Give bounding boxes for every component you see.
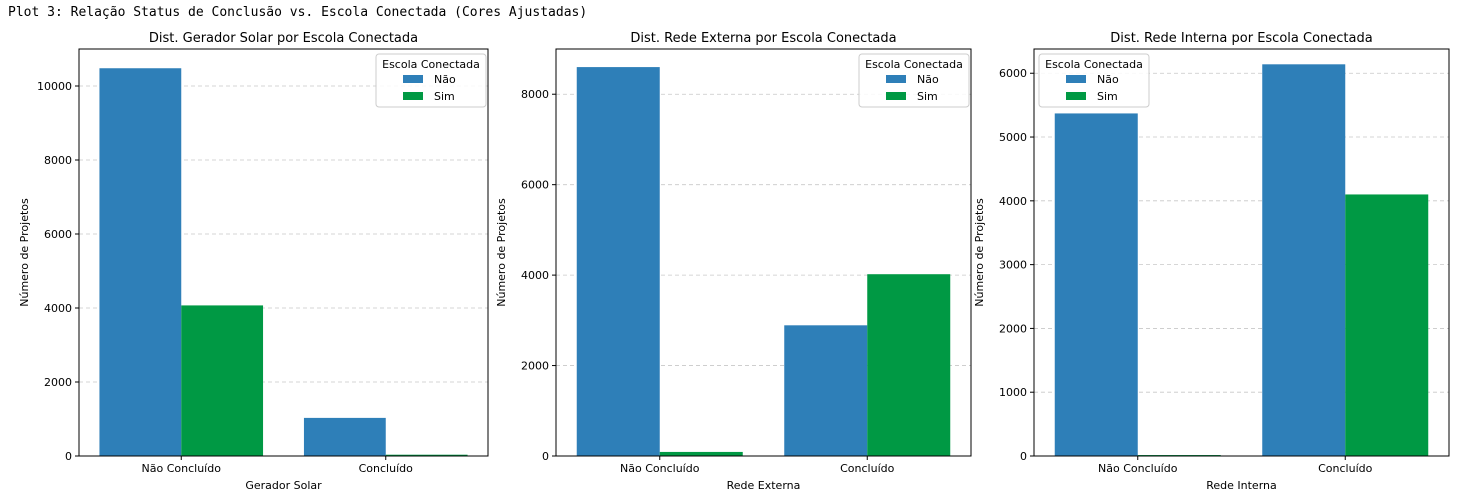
- axes-frame: [78, 48, 489, 457]
- legend-label: Sim: [917, 90, 938, 103]
- bar-no-2: [303, 417, 386, 456]
- x-tick-label: Concluído: [840, 462, 894, 475]
- x-tick-label: Concluído: [1318, 462, 1372, 475]
- y-tick-label: 2000: [44, 376, 72, 389]
- y-tick-label: 2000: [521, 360, 549, 373]
- legend-swatch-no: [1066, 75, 1086, 83]
- y-tick-label: 6000: [44, 228, 72, 241]
- y-tick-label: 1000: [999, 386, 1027, 399]
- chart-title: Dist. Gerador Solar por Escola Conectada: [149, 31, 418, 46]
- bar-no-1: [99, 68, 182, 457]
- y-tick-label: 0: [542, 450, 549, 463]
- bar-no-2: [784, 325, 868, 456]
- legend-label: Não: [1097, 73, 1119, 86]
- y-tick-label: 0: [65, 450, 72, 463]
- legend-title: Escola Conectada: [382, 58, 480, 71]
- bar-sim-1: [659, 451, 743, 456]
- bar-sim-2: [1345, 194, 1429, 456]
- y-tick-label: 4000: [521, 269, 549, 282]
- y-tick-label: 8000: [44, 154, 72, 167]
- legend-swatch-sim: [1066, 92, 1086, 100]
- legend-label: Sim: [1097, 90, 1118, 103]
- axes-frame: [1033, 48, 1450, 457]
- y-tick-label: 8000: [521, 88, 549, 101]
- legend-swatch-sim: [403, 92, 423, 100]
- legend-label: Não: [434, 73, 456, 86]
- legend-title: Escola Conectada: [1045, 58, 1143, 71]
- x-tick-label: Não Concluído: [142, 462, 222, 475]
- x-axis-label: Rede Interna: [1206, 479, 1277, 492]
- legend: Escola Conectada Não Sim: [375, 53, 487, 108]
- x-axis-label: Rede Externa: [727, 479, 801, 492]
- chart-panel-3: 0 1000 2000 3000 4000 5000 6000 Não Concluído Co…: [973, 31, 1450, 492]
- legend-swatch-no: [886, 75, 906, 83]
- y-tick-label: 3000: [999, 259, 1027, 272]
- chart-panel-1: 0 2000 4000 6000 8000 10000 Não Concluído Concl…: [18, 31, 489, 492]
- y-tick-label: 6000: [999, 67, 1027, 80]
- y-tick-label: 4000: [44, 302, 72, 315]
- x-tick-label: Não Concluído: [1098, 462, 1178, 475]
- bar-no-2: [1262, 64, 1346, 456]
- y-axis-label: Número de Projetos: [495, 198, 508, 307]
- legend: Escola Conectada Não Sim: [1038, 53, 1150, 108]
- chart-panel-2: 0 2000 4000 6000 8000 Não Concluído Concluído D…: [495, 31, 972, 492]
- bar-no-1: [576, 67, 660, 456]
- x-axis-label: Gerador Solar: [245, 479, 322, 492]
- y-tick-label: 2000: [999, 322, 1027, 335]
- output-header: Plot 3: Relação Status de Conclusão vs. …: [8, 5, 588, 20]
- bar-sim-1: [181, 305, 264, 456]
- legend: Escola Conectada Não Sim: [858, 53, 970, 108]
- x-tick-label: Concluído: [359, 462, 413, 475]
- y-tick-label: 4000: [999, 195, 1027, 208]
- chart-title: Dist. Rede Externa por Escola Conectada: [630, 31, 896, 46]
- y-axis-label: Número de Projetos: [18, 198, 31, 307]
- y-axis-label: Número de Projetos: [973, 198, 986, 307]
- axes-frame: [555, 48, 972, 457]
- legend-label: Sim: [434, 90, 455, 103]
- legend-swatch-sim: [886, 92, 906, 100]
- y-tick-label: 10000: [37, 80, 72, 93]
- y-tick-label: 5000: [999, 131, 1027, 144]
- bar-sim-2: [385, 454, 468, 456]
- bar-no-1: [1054, 113, 1138, 457]
- y-tick-label: 6000: [521, 179, 549, 192]
- legend-swatch-no: [403, 75, 423, 83]
- y-tick-label: 0: [1020, 450, 1027, 463]
- legend-label: Não: [917, 73, 939, 86]
- bar-sim-2: [867, 274, 951, 456]
- legend-title: Escola Conectada: [865, 58, 963, 71]
- chart-title: Dist. Rede Interna por Escola Conectada: [1110, 31, 1372, 46]
- x-tick-label: Não Concluído: [620, 462, 700, 475]
